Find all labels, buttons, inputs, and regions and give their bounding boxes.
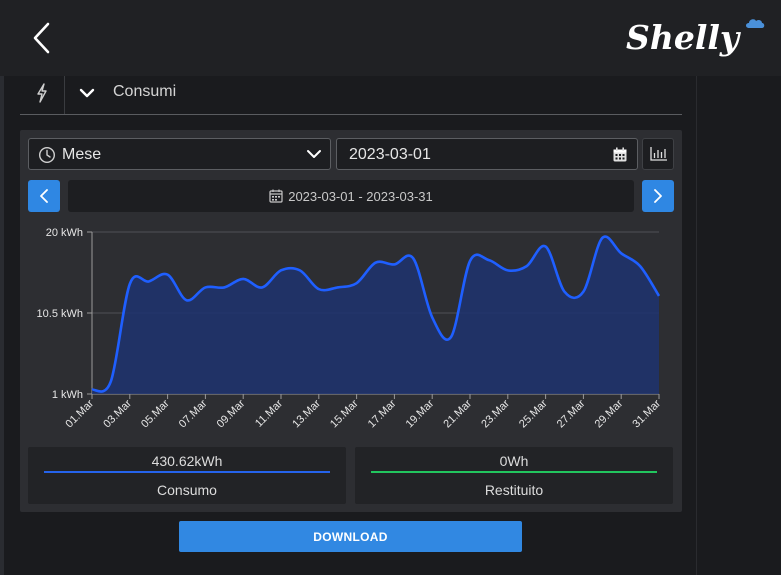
logo-text: Shelly: [626, 18, 740, 57]
chevron-down-icon: [307, 150, 321, 158]
bolt-icon: [37, 83, 47, 103]
top-bar: Shelly: [0, 0, 781, 76]
date-range-text: 2023-03-01 - 2023-03-31: [288, 188, 433, 204]
next-period-button[interactable]: [642, 180, 674, 212]
shelly-logo: Shelly: [626, 16, 766, 62]
x-tick-label: 21.Mar: [441, 397, 474, 430]
chevron-down-icon: [79, 88, 95, 98]
section-separator: [64, 76, 65, 114]
date-input-value: 2023-03-01: [349, 146, 431, 163]
x-tick-label: 11.Mar: [253, 397, 285, 429]
y-tick-label: 1 kWh: [52, 389, 83, 401]
x-tick-label: 05.Mar: [139, 397, 172, 430]
restituito-value: 0Wh: [499, 453, 529, 469]
section-title: Consumi: [113, 83, 177, 100]
x-tick-label: 15.Mar: [328, 397, 361, 430]
x-tick-label: 17.Mar: [366, 397, 399, 430]
period-select[interactable]: Mese: [28, 138, 331, 170]
date-range-display: 2023-03-01 - 2023-03-31: [68, 180, 634, 212]
consumo-value: 430.62kWh: [151, 453, 223, 469]
period-select-value: Mese: [62, 146, 102, 163]
x-tick-label: 29.Mar: [593, 397, 626, 430]
restituito-summary: 0Wh Restituito: [355, 447, 673, 504]
x-tick-label: 25.Mar: [517, 397, 550, 430]
back-button[interactable]: [28, 20, 58, 56]
chevron-right-icon: [654, 189, 662, 203]
previous-period-button[interactable]: [28, 180, 60, 212]
download-button[interactable]: DOWNLOAD: [179, 521, 522, 552]
x-tick-label: 03.Mar: [101, 397, 134, 430]
x-tick-label: 19.Mar: [404, 397, 437, 430]
clock-icon: [38, 146, 56, 164]
consumo-line: [91, 235, 661, 393]
date-input[interactable]: 2023-03-01: [336, 138, 638, 170]
x-tick-label: 23.Mar: [479, 397, 512, 430]
bar-chart-icon: [650, 147, 667, 161]
calendar-icon: [269, 189, 283, 203]
panel-divider: [696, 76, 697, 575]
consumo-label: Consumo: [157, 482, 217, 498]
x-tick-label: 09.Mar: [215, 397, 248, 430]
x-tick-label: 01.Mar: [63, 397, 96, 430]
chevron-left-icon: [40, 189, 48, 203]
y-tick-label: 20 kWh: [46, 227, 83, 239]
x-tick-label: 13.Mar: [290, 397, 323, 430]
x-tick-label: 07.Mar: [177, 397, 210, 430]
consumo-summary: 430.62kWh Consumo: [28, 447, 346, 504]
chevron-left-icon: [33, 22, 50, 54]
window-edge: [0, 0, 4, 575]
restituito-label: Restituito: [484, 482, 544, 498]
section-header: Consumi: [20, 76, 682, 115]
section-toggle[interactable]: Consumi: [78, 82, 198, 108]
consumo-legend-line: [44, 471, 330, 473]
download-label: DOWNLOAD: [313, 529, 388, 544]
calendar-icon[interactable]: [612, 147, 628, 163]
restituito-legend-line: [371, 471, 657, 473]
x-tick-label: 27.Mar: [555, 397, 588, 430]
x-tick-label: 31.Mar: [630, 397, 663, 430]
consumo-area: [92, 236, 659, 394]
y-tick-label: 10.5 kWh: [37, 308, 83, 320]
chart-type-button[interactable]: [642, 138, 674, 170]
cloud-icon: [746, 19, 765, 28]
